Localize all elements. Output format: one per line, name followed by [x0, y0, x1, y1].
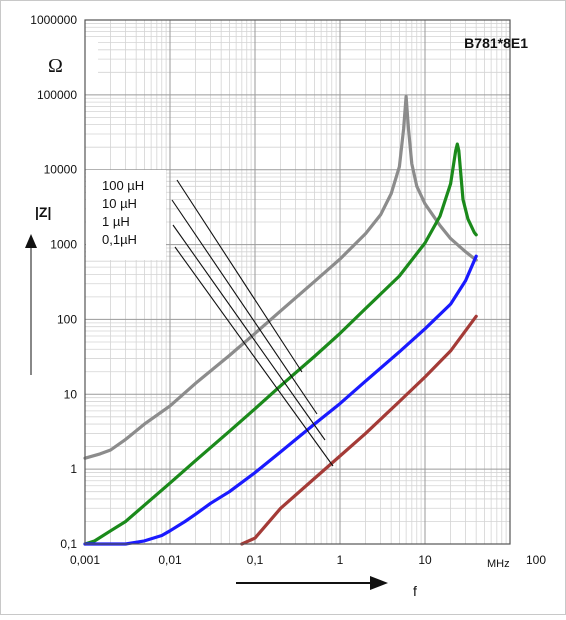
y-axis-label: |Z|: [35, 204, 51, 220]
x-tick-label: 1: [337, 553, 344, 567]
y-unit-label: Ω: [48, 55, 63, 77]
legend-background: [86, 170, 166, 260]
legend-leader-lines: [171, 179, 334, 467]
y-tick-label: 100: [57, 312, 77, 326]
unit-label-background: [28, 38, 98, 90]
x-tick-label: 10: [418, 553, 432, 567]
x-tick-label: 0,1: [247, 553, 264, 567]
legend-leader-line-3: [174, 246, 334, 467]
y-tick-label: 1000: [50, 238, 77, 252]
legend-leader-line-1: [171, 199, 318, 415]
x-tick-labels: 0,001 0,01 0,1 1 10 100: [70, 553, 546, 567]
y-tick-label: 1: [70, 462, 77, 476]
y-tick-label: 100000: [37, 88, 77, 102]
series-line-0: [83, 94, 478, 460]
x-tick-label: 100: [526, 553, 546, 567]
legend-label-10uH: 10 µH: [102, 196, 137, 211]
x-unit-label: MHz: [487, 558, 510, 570]
x-tick-label: 0,01: [158, 553, 182, 567]
y-tick-label: 0,1: [60, 537, 77, 551]
legend-label-0-1uH: 0,1µH: [102, 232, 137, 247]
y-axis-arrow-head: [25, 234, 37, 248]
y-tick-label: 10: [64, 387, 78, 401]
chart-title: B781*8E1: [464, 35, 528, 51]
legend-label-100uH: 100 µH: [102, 178, 144, 193]
series-line-2: [83, 254, 478, 546]
x-axis-label: f: [413, 583, 417, 599]
y-tick-label: 1000000: [30, 13, 77, 27]
legend-leader-line-2: [172, 224, 326, 441]
legend-label-1uH: 1 µH: [102, 214, 130, 229]
legend-leader-line-0: [176, 179, 303, 373]
y-tick-label: 10000: [44, 163, 78, 177]
x-tick-label: 0,001: [70, 553, 100, 567]
series-line-3: [240, 314, 478, 546]
plot-border: [84, 19, 511, 545]
series-line-1: [83, 142, 478, 546]
x-axis-arrow-head: [370, 576, 388, 590]
y-tick-labels: 0,1 1 10 100 1000 10000 100000 1000000: [30, 13, 77, 551]
series-layer: [83, 94, 478, 546]
